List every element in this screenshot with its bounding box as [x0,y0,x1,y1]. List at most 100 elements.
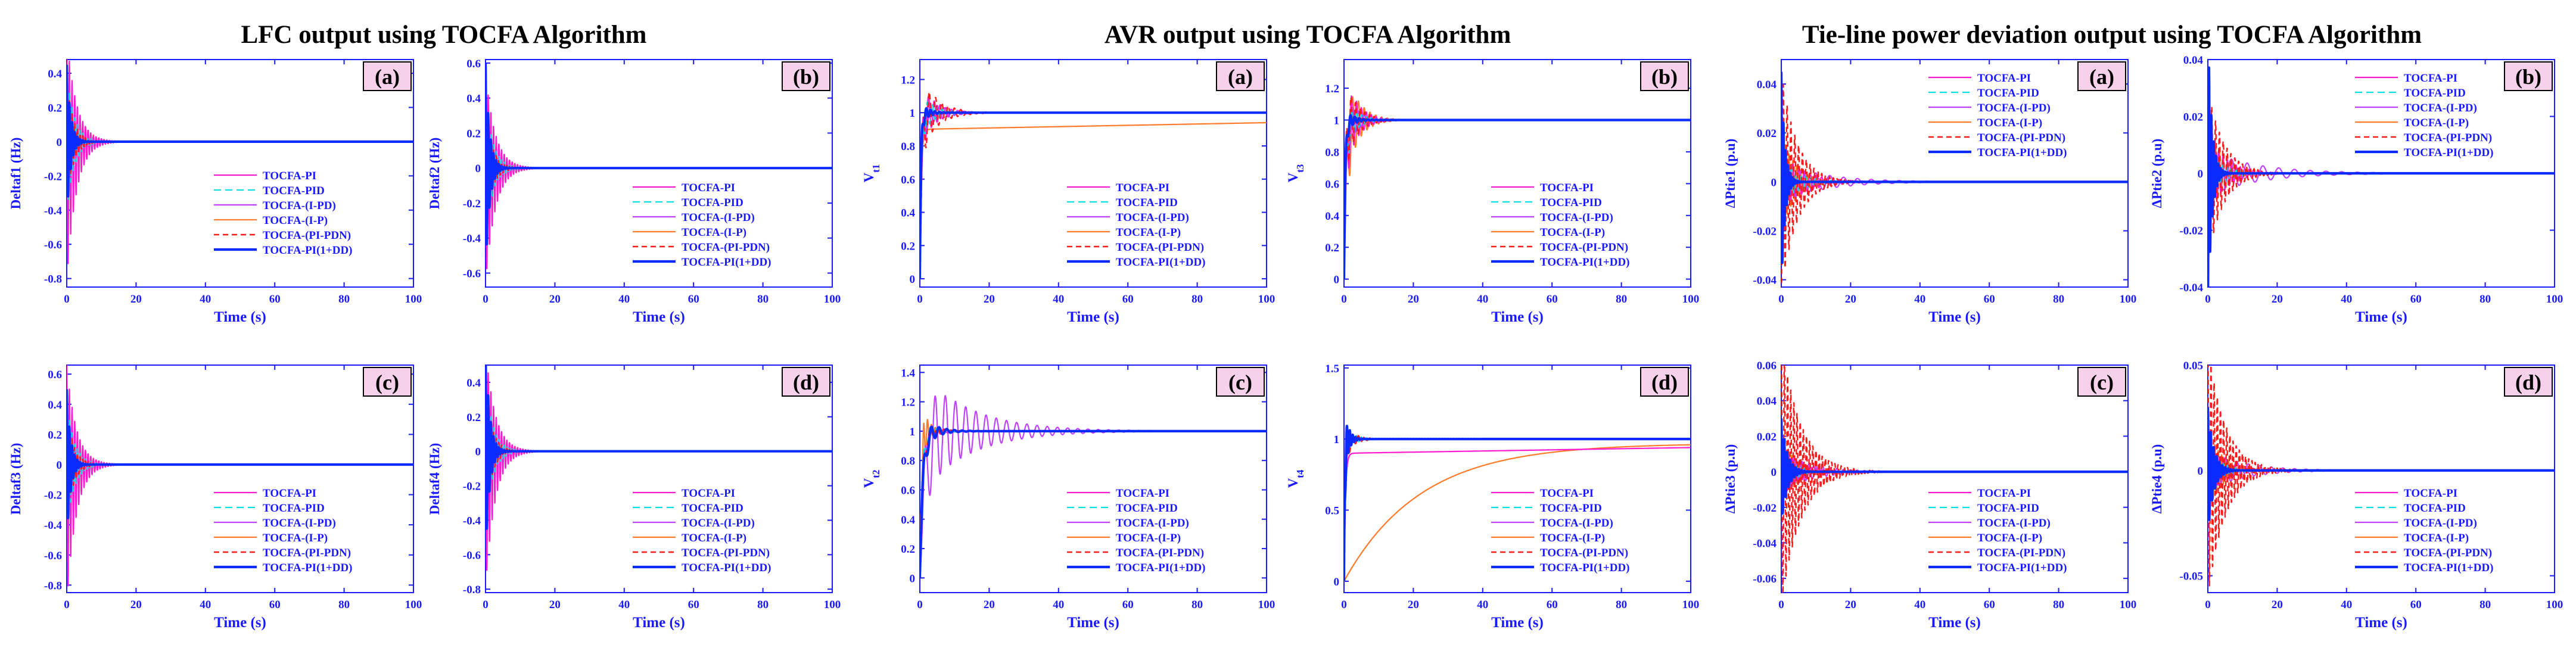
x-tick-label: 100 [405,599,422,611]
x-tick-label: 100 [1682,599,1700,611]
x-tick-label: 80 [757,599,769,611]
x-tick-label: 100 [2120,293,2137,306]
x-tick-label: 80 [2479,293,2491,306]
y-tick-label: 0.4 [1325,210,1339,223]
x-tick-label: 40 [2341,293,2352,306]
y-tick-label: 0.8 [901,141,915,153]
legend-label: TOCFA-PID [263,502,325,515]
panel-tag: (a) [2089,65,2114,89]
y-tick-label: -0.02 [1753,226,1777,238]
legend-label: TOCFA-PI(1+DD) [263,562,353,574]
legend-label: TOCFA-PI [1116,487,1169,500]
series-line-TOCFA-PI(1+DD) [1344,425,1691,582]
x-tick-label: 40 [1914,599,1925,611]
series-line-TOCFA-PI(1+DD) [486,365,832,530]
x-tick-label: 20 [1408,293,1419,306]
group-title-avr: AVR output using TOCFA Algorithm [1105,21,1511,49]
legend-label: TOCFA-PI(1+DD) [1116,562,1206,574]
legend-label: TOCFA-PID [1977,87,2039,99]
x-tick-label: 40 [1477,293,1488,306]
panel-tag-box [2504,61,2553,91]
x-axis-label: Time (s) [633,309,685,325]
y-axis-label: Vt1 [861,164,882,183]
chart-lfc-d: 0 20 40 60 80 100 -0.8 -0.6 -0.4 -0.2 0 0.2 0.4 Time … [427,364,841,631]
x-tick-label: 0 [1341,293,1347,306]
y-tick-label: 0.04 [1757,79,1777,91]
x-axis-label: Time (s) [1928,309,1981,325]
x-tick-label: 40 [1053,599,1064,611]
panel-tag-box [2504,367,2553,397]
x-tick-label: 100 [405,293,422,306]
x-tick-label: 80 [757,293,769,306]
legend-label: TOCFA-(PI-PDN) [682,547,770,559]
y-axis-label: Deltaf2 (Hz) [427,138,442,210]
x-tick-label: 0 [483,599,489,611]
x-tick-label: 100 [824,293,841,306]
legend-label: TOCFA-(I-P) [263,532,328,544]
legend-label: TOCFA-(I-PD) [263,200,336,212]
x-tick-label: 20 [549,293,561,306]
x-tick-label: 60 [1122,599,1134,611]
y-axis-label: ΔPtie4 (p.u) [2149,444,2164,514]
legend: TOCFA-PI TOCFA-PID TOCFA-(I-PD) TOCFA-(I-P)… [1067,487,1206,574]
x-tick-label: 100 [2546,599,2563,611]
x-tick-label: 80 [1616,599,1627,611]
plot-area [919,364,1267,593]
legend-label: TOCFA-(PI-PDN) [1540,547,1628,559]
legend-label: TOCFA-PI(1+DD) [263,244,353,257]
legend-label: TOCFA-(I-P) [1977,117,2042,129]
x-axis-label: Time (s) [2355,615,2407,631]
y-tick-label: 0 [1771,176,1777,189]
legend-label: TOCFA-PI [263,487,316,500]
chart-tie-c: 0 20 40 60 80 100 -0.06 -0.04 -0.02 0 0.02 0.04 0.06… [1723,360,2136,631]
series-line-TOCFA-PI(1+DD) [2208,66,2555,287]
y-tick-label: 0.6 [1325,178,1339,191]
series-line-TOCFA-PI(1+DD) [920,425,1267,580]
x-axis-label: Time (s) [1067,309,1119,325]
y-tick-label: -0.06 [1753,573,1777,585]
panel-tag: (b) [793,65,819,89]
legend-label: TOCFA-PID [263,185,325,197]
chart-lfc-c: 0 20 40 60 80 100 -0.8 -0.6 -0.4 -0.2 0 0.2 0.4 0.6 Ti… [8,364,422,631]
x-tick-label: 20 [984,599,995,611]
y-tick-label: 0.04 [2183,54,2204,67]
x-tick-label: 40 [200,293,211,306]
y-tick-label: 1 [1334,115,1340,127]
legend-label: TOCFA-PI(1+DD) [1977,147,2067,159]
y-tick-label: 0.2 [48,429,62,441]
x-tick-label: 100 [1258,293,1275,306]
y-tick-label: 1 [910,426,916,438]
y-tick-label: -0.6 [44,239,62,251]
series-line-TOCFA-PI(1+DD) [67,388,413,519]
legend-label: TOCFA-PI [682,487,735,500]
y-tick-label: -0.6 [463,267,481,280]
chart-lfc-b: 0 20 40 60 80 100 -0.6 -0.4 -0.2 0 0.2 0.4 0.6 Time (… [427,58,841,325]
series-line-TOCFA-PI(1+DD) [1344,114,1691,281]
y-tick-label: 0.02 [1757,127,1777,140]
legend-label: TOCFA-PI [2404,487,2457,500]
x-tick-label: 100 [824,599,841,611]
panel-tag: (c) [375,370,399,394]
y-tick-label: -0.4 [463,515,481,527]
y-tick-label: -0.6 [44,550,62,562]
legend: TOCFA-PI TOCFA-PID TOCFA-(I-PD) TOCFA-(I-P)… [2355,72,2494,159]
x-tick-label: 20 [1845,599,1856,611]
y-tick-label: -0.2 [463,198,481,210]
legend-label: TOCFA-(PI-PDN) [263,229,351,242]
x-tick-label: 40 [618,293,630,306]
series-line-TOCFA-PI(1+DD) [1781,417,2128,515]
legend-label: TOCFA-PI(1+DD) [1977,562,2067,574]
y-tick-label: 0.8 [1325,147,1339,159]
series-group [67,60,413,264]
panel-tag-box [363,61,412,91]
legend: TOCFA-PI TOCFA-PID TOCFA-(I-PD) TOCFA-(I-P)… [214,487,353,574]
y-tick-label: 0.05 [2183,360,2203,372]
y-tick-label: -0.04 [1753,537,1777,550]
legend-label: TOCFA-(PI-PDN) [2404,132,2492,144]
legend-label: TOCFA-(I-P) [1977,532,2042,544]
legend-label: TOCFA-(I-P) [1116,226,1181,239]
y-tick-label: -0.02 [2179,225,2203,238]
x-tick-label: 0 [64,293,70,306]
y-tick-label: 0.2 [1325,242,1339,254]
legend-label: TOCFA-(I-PD) [1977,102,2051,114]
